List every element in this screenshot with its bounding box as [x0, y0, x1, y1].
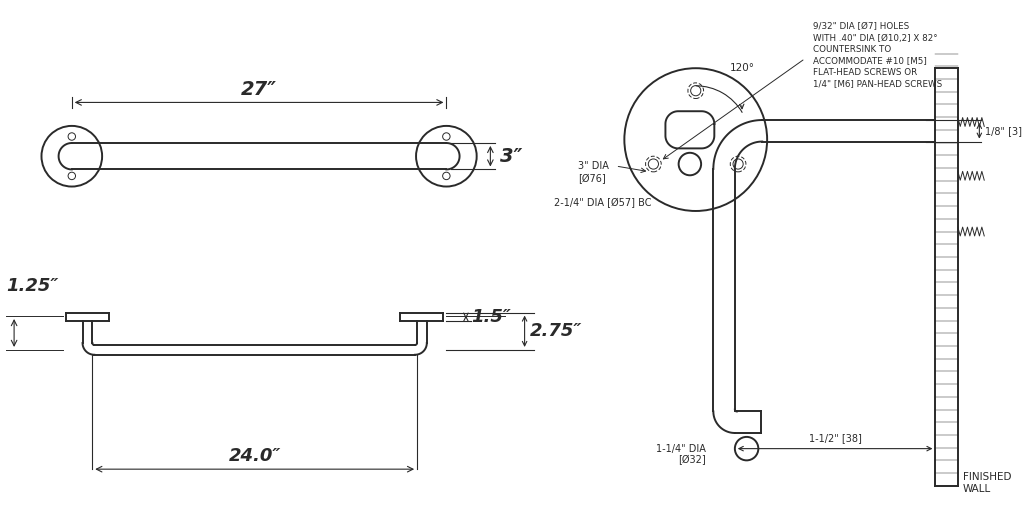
- Text: 1/8" [3]: 1/8" [3]: [985, 126, 1022, 136]
- Text: 120°: 120°: [730, 63, 755, 73]
- Text: 3" DIA
[Ø76]: 3" DIA [Ø76]: [578, 161, 609, 184]
- Text: 24.0″: 24.0″: [229, 447, 281, 465]
- Text: 1-1/2" [38]: 1-1/2" [38]: [809, 433, 862, 443]
- Text: 27″: 27″: [241, 79, 277, 99]
- Text: 1-1/4" DIA
[Ø32]: 1-1/4" DIA [Ø32]: [656, 444, 705, 465]
- Text: 1.5″: 1.5″: [470, 308, 510, 326]
- Text: 3″: 3″: [500, 147, 523, 166]
- Text: 1.25″: 1.25″: [6, 276, 58, 295]
- Text: 9/32" DIA [Ø7] HOLES
WITH .40" DIA [Ø10,2] X 82°
COUNTERSINK TO
ACCOMMODATE #10 : 9/32" DIA [Ø7] HOLES WITH .40" DIA [Ø10,…: [813, 22, 942, 89]
- Text: 2.75″: 2.75″: [530, 322, 582, 341]
- Text: 2-1/4" DIA [Ø57] BC: 2-1/4" DIA [Ø57] BC: [554, 199, 652, 208]
- Text: FINISHED
WALL: FINISHED WALL: [962, 472, 1012, 495]
